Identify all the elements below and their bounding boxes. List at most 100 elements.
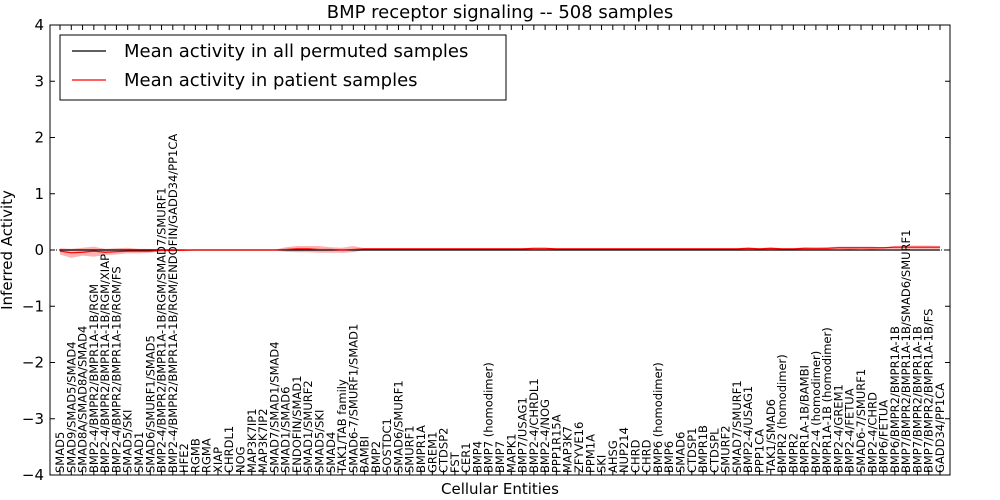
x-axis-label: Cellular Entities bbox=[441, 480, 559, 498]
series-layer bbox=[59, 246, 940, 254]
y-tick-label: −1 bbox=[22, 297, 44, 315]
category-label: BMP7 (homodimer) bbox=[482, 362, 496, 473]
category-label: SMAD8A/SMAD8A/SMAD4 bbox=[76, 326, 90, 473]
category-label: TAK1/TAB family bbox=[335, 379, 349, 474]
category-label: BMPR2 (homodimer) bbox=[775, 354, 789, 473]
category-label: NUP214 bbox=[617, 427, 631, 473]
y-tick-label: −2 bbox=[22, 354, 44, 372]
category-label: SMAD1/SMAD6 bbox=[279, 387, 293, 473]
category-label: SMAD5/SKI bbox=[121, 410, 135, 473]
y-axis: 4 3 2 1 0 −1 −2 −3 −4 bbox=[22, 16, 950, 484]
category-label: HFE2 bbox=[177, 443, 191, 473]
y-tick-label: 3 bbox=[34, 72, 44, 90]
category-label: CTDSP2 bbox=[437, 428, 451, 473]
category-label: SMAD5 bbox=[53, 432, 67, 473]
category-label: PPM1A bbox=[583, 434, 597, 473]
legend-label-permuted: Mean activity in all permuted samples bbox=[124, 41, 468, 62]
category-label: SMAD6/SMURF1/SMAD5 bbox=[143, 335, 157, 473]
category-label: SOSTDC1 bbox=[380, 418, 394, 473]
category-label: MAP3K7IP1 bbox=[245, 408, 259, 473]
category-label: SMAD5/SKI bbox=[312, 410, 326, 473]
category-label: SMAD6-7/SMURF1 bbox=[854, 369, 868, 473]
series-line-patient bbox=[59, 246, 940, 254]
category-label: MAP3K7 bbox=[561, 426, 575, 473]
category-label: BMP7/USAG1 bbox=[516, 397, 530, 473]
legend: Mean activity in all permuted samples Me… bbox=[59, 34, 507, 101]
category-label: BMP2-4/FETUA bbox=[843, 388, 857, 473]
y-tick-label: 2 bbox=[34, 129, 44, 147]
y-tick-label: 4 bbox=[34, 16, 44, 34]
category-label: BMP2-4/CHRDL1 bbox=[527, 378, 541, 473]
category-label: GREM1 bbox=[425, 432, 439, 473]
category-label: PPP1R15A bbox=[549, 414, 563, 473]
category-label: BMP2-4/CHRD bbox=[865, 392, 879, 473]
category-label: ZFYVE16 bbox=[572, 422, 586, 473]
category-label: BMP7/BMPR2/BMPR1A-1B/FS bbox=[922, 309, 936, 473]
category-label: SMURF1 bbox=[403, 425, 417, 473]
category-label: BMPR2 bbox=[786, 433, 800, 473]
category-label: BMPR1A-1B/BAMBI bbox=[798, 365, 812, 473]
category-label: CHRD bbox=[628, 439, 642, 473]
category-label: BMPR1A bbox=[414, 425, 428, 473]
x-axis bbox=[59, 25, 941, 475]
category-label: RGMA bbox=[200, 438, 214, 473]
category-labels: SMAD5SMAD9/SMAD5/SMAD4SMAD8A/SMAD8A/SMAD… bbox=[53, 134, 947, 474]
category-label: CHRDL1 bbox=[222, 426, 236, 473]
category-label: BMP2-4/BMPR2/BMPR1A-1B/RGM/XIAP bbox=[98, 254, 112, 473]
category-label: CHRD bbox=[640, 439, 654, 473]
category-label: BMP7/BMPR2/BMPR1A-1B bbox=[910, 326, 924, 473]
category-label: BMP7 bbox=[493, 441, 507, 473]
y-tick-label: 1 bbox=[34, 185, 44, 203]
category-label: BMPR1B bbox=[696, 425, 710, 473]
category-label: BMP2-4/BMPR2/BMPR1A-1B/RGM/SMAD7/SMURF1 bbox=[155, 187, 169, 473]
legend-box bbox=[59, 34, 507, 101]
category-label: BMP6 (homodimer) bbox=[651, 362, 665, 473]
category-label: SMAD6-7/SMURF1/SMAD1 bbox=[346, 324, 360, 473]
category-label: GADD34/PP1CA bbox=[933, 383, 947, 473]
category-label: SMAD6/SMURF1 bbox=[391, 380, 405, 473]
category-label: ENDOFIN/SMAD1 bbox=[290, 375, 304, 473]
legend-label-patient: Mean activity in patient samples bbox=[124, 70, 418, 91]
category-label: SMAD4 bbox=[324, 432, 338, 473]
category-label: NOG bbox=[234, 446, 248, 473]
category-label: CTDSP1 bbox=[685, 428, 699, 473]
category-label: SKI bbox=[595, 455, 609, 473]
category-label: BMP7/BMPR2/BMPR1A-1B/SMAD6/SMURF1 bbox=[899, 230, 913, 473]
category-label: PPP1CA bbox=[752, 429, 766, 473]
category-label: SMAD9/SMAD5/SMAD4 bbox=[64, 341, 78, 473]
category-label: SMAD1 bbox=[132, 432, 146, 473]
category-label: TAK1/SMAD6 bbox=[764, 399, 778, 474]
category-label: CTDSPL bbox=[707, 428, 721, 473]
category-label: BMPR1A-1B (homodimer) bbox=[820, 327, 834, 473]
category-label: BMP2-4/BMPR2/BMPR1A-1B/RGM bbox=[87, 284, 101, 473]
category-label: SMAD6 bbox=[674, 432, 688, 473]
category-label: BMP2-4/BMPR2/BMPR1A-1B/RGM/FS bbox=[109, 266, 123, 473]
category-label: BMP2-4/USAG1 bbox=[741, 386, 755, 473]
y-axis-label: Inferred Activity bbox=[0, 190, 16, 310]
y-tick-label: 0 bbox=[34, 241, 44, 259]
category-label: BMP2-4/BMPR2/BMPR1A-1B/RGM/ENDOFIN/GADD3… bbox=[166, 134, 180, 473]
category-label: XIAP bbox=[211, 447, 225, 473]
category-label: MAPK1 bbox=[504, 433, 518, 473]
category-label: BMP6 bbox=[662, 441, 676, 473]
category-label: MAP3K7IP2 bbox=[256, 408, 270, 473]
category-label: BMP2 bbox=[369, 441, 383, 473]
category-label: SMURF2 bbox=[719, 425, 733, 473]
category-label: BMP2-4/GREM1 bbox=[831, 384, 845, 473]
category-label: BMP6/FETUA bbox=[877, 400, 891, 473]
y-tick-label: −4 bbox=[22, 466, 44, 484]
category-label: SMAD1/SMURF2 bbox=[301, 380, 315, 473]
chart-title: BMP receptor signaling -- 508 samples bbox=[327, 2, 674, 23]
category-label: SMAD7/SMURF1 bbox=[730, 380, 744, 473]
category-label: BMP2-4/NOG bbox=[538, 399, 552, 473]
category-label: RGMB bbox=[188, 438, 202, 473]
y-tick-label: −3 bbox=[22, 410, 44, 428]
category-label: CER1 bbox=[459, 442, 473, 473]
category-label: AHSG bbox=[606, 440, 620, 473]
category-label: SMAD7/SMAD1/SMAD4 bbox=[267, 341, 281, 473]
category-label: BMP2-4 (homodimer) bbox=[809, 351, 823, 473]
category-label: BMP6/BMPR2/BMPR1A-1B bbox=[888, 326, 902, 473]
category-label: FST bbox=[448, 451, 462, 473]
category-label: BMP4 bbox=[470, 441, 484, 473]
